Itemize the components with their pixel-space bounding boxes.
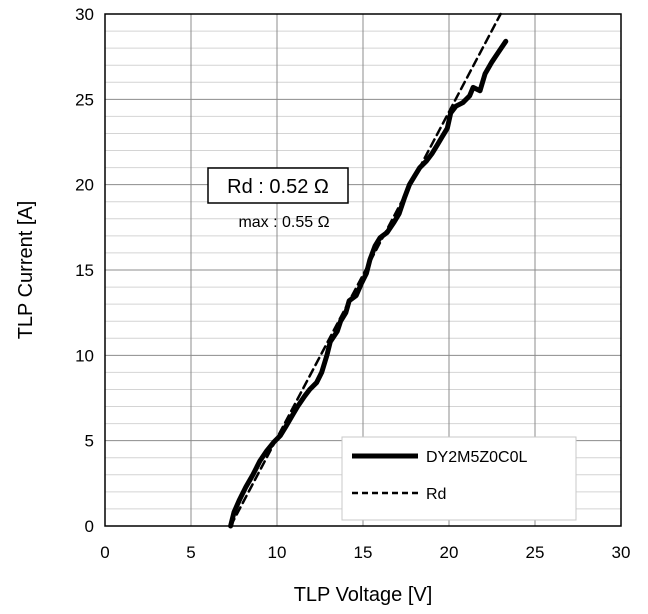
max-annotation-text: max : 0.55 Ω: [238, 214, 329, 231]
legend-box: [341, 436, 577, 521]
x-axis-label: TLP Voltage [V]: [294, 584, 433, 606]
y-tick-label: 20: [75, 176, 94, 195]
legend-label-series-1: DY2M5Z0C0L: [426, 449, 527, 466]
y-tick-label: 5: [85, 432, 94, 451]
series-layer: [228, 12, 509, 529]
y-tick-label: 30: [75, 5, 94, 24]
legend: DY2M5Z0C0L Rd: [341, 436, 577, 521]
x-tick-label: 15: [354, 543, 373, 562]
y-tick-label: 0: [85, 517, 94, 536]
y-tick-labels: 0 5 10 15 20 25 30: [75, 5, 94, 536]
x-tick-label: 30: [612, 543, 631, 562]
y-tick-label: 15: [75, 261, 94, 280]
x-tick-label: 25: [526, 543, 545, 562]
y-tick-label: 25: [75, 90, 94, 109]
legend-label-series-2: Rd: [426, 486, 446, 503]
x-tick-label: 10: [268, 543, 287, 562]
plot-area-frame: [104, 13, 622, 527]
x-tick-label: 5: [186, 543, 195, 562]
x-tick-label: 20: [440, 543, 459, 562]
y-tick-label: 10: [75, 346, 94, 365]
rd-annotation-box: [207, 167, 349, 204]
rd-annotation-text: Rd : 0.52 Ω: [227, 176, 329, 198]
x-tick-labels: 0 5 10 15 20 25 30: [100, 543, 630, 562]
x-tick-label: 0: [100, 543, 109, 562]
y-axis-label: TLP Current [A]: [15, 201, 37, 340]
rd-fit-line: [229, 12, 502, 528]
